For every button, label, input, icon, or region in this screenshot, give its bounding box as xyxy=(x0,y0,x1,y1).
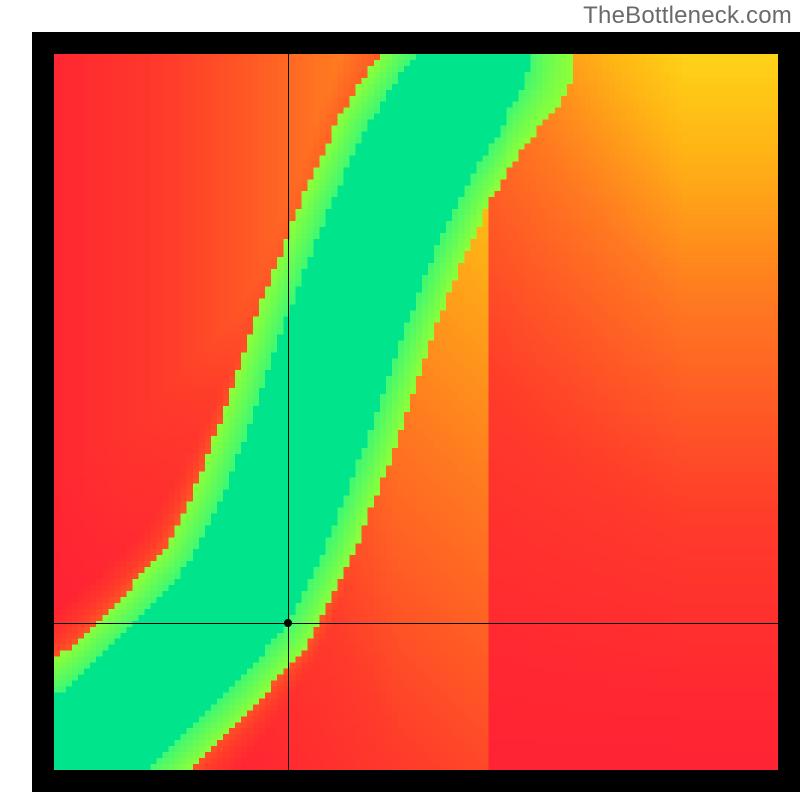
watermark-text: TheBottleneck.com xyxy=(583,0,800,32)
heatmap-canvas xyxy=(54,54,778,770)
plot-area[interactable] xyxy=(54,54,778,770)
chart-frame xyxy=(32,32,800,792)
root-container: TheBottleneck.com xyxy=(0,0,800,800)
